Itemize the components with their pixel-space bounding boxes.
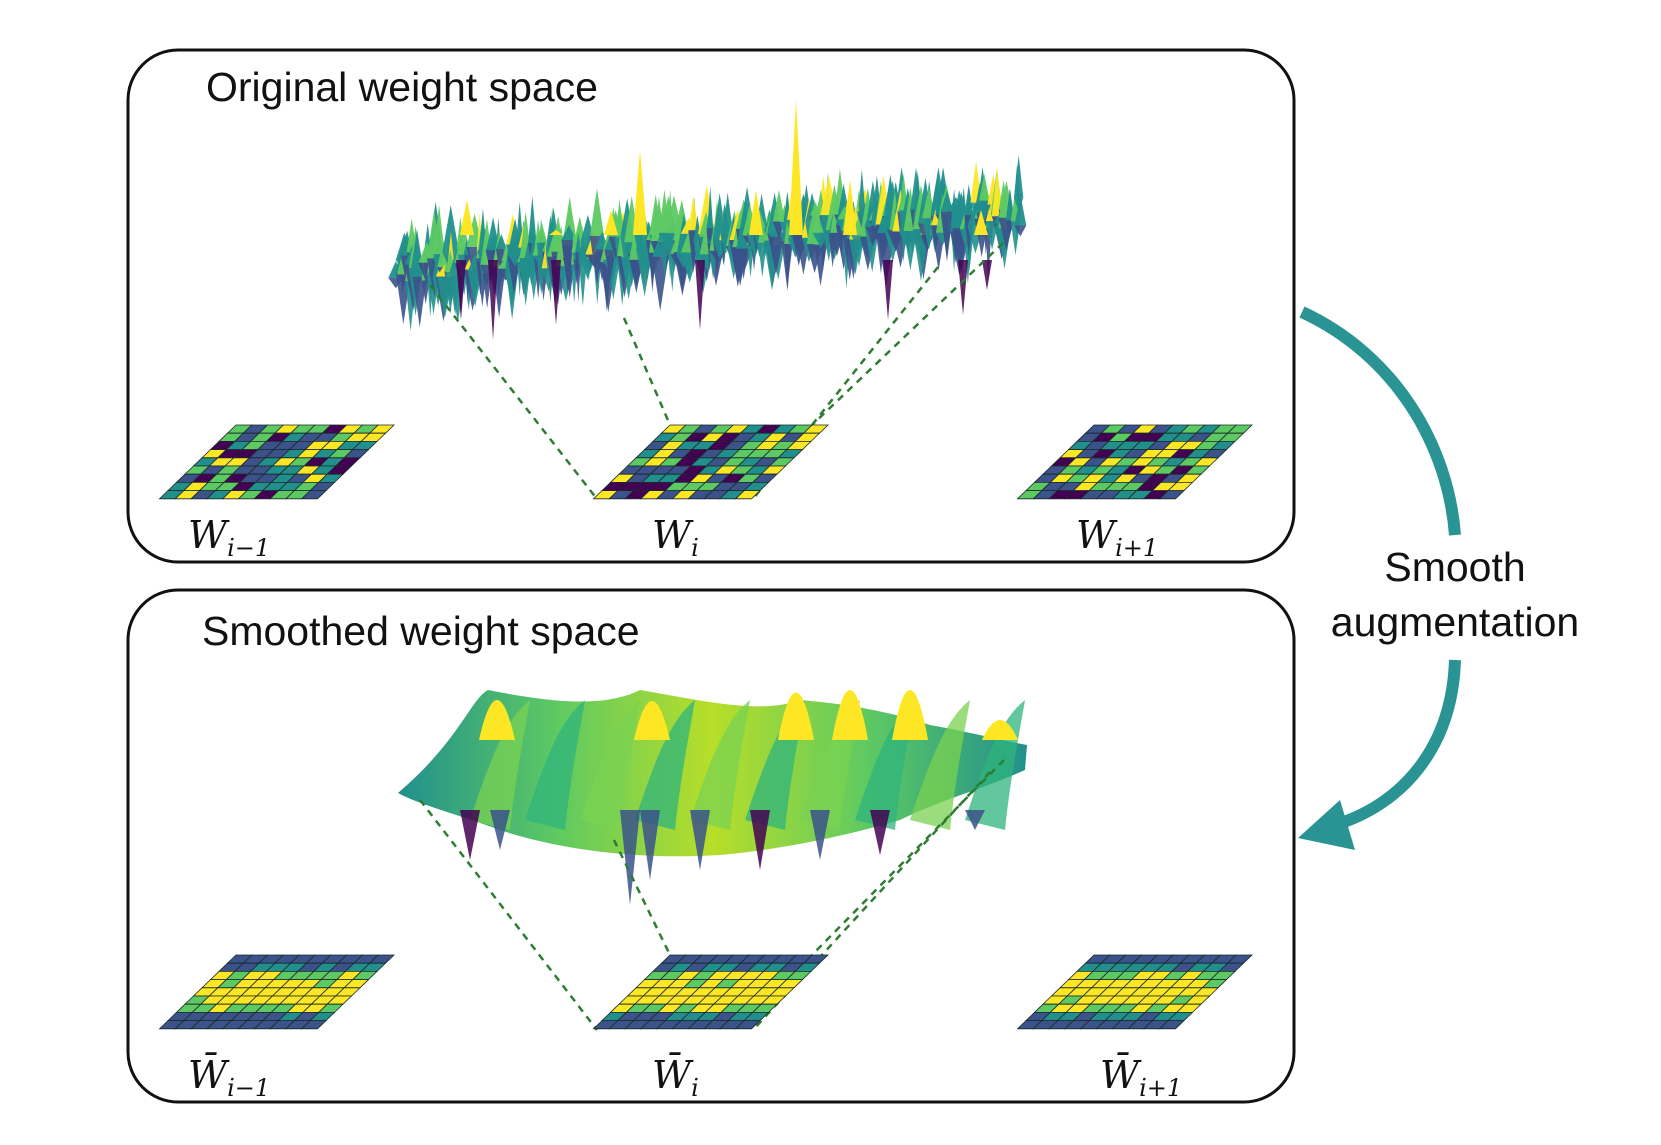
arrow-upper-arc <box>1299 306 1461 536</box>
weight-label: W̄i <box>652 1053 699 1102</box>
weight-label: W̄i−1 <box>188 1053 270 1102</box>
weight-label: Wi−1 <box>188 513 270 562</box>
arrow-head-icon <box>1298 800 1355 850</box>
weight-matrix-grid <box>592 424 829 500</box>
weight-surface-smooth <box>398 690 1027 905</box>
grid-cell <box>734 1020 761 1030</box>
weight-matrix-grid <box>1016 954 1253 1030</box>
original-weight-space-panel: Original weight space Wi−1 Wi Wi+1 <box>126 48 1296 564</box>
weight-matrix-grid <box>158 424 395 500</box>
weight-matrix-grid <box>1016 424 1253 500</box>
weight-label: Wi+1 <box>1076 513 1158 562</box>
weight-label: W̄i+1 <box>1100 1053 1182 1102</box>
smoothed-weight-space-panel: Smoothed weight space W̄i−1 W̄i W̄i+1 <box>126 588 1296 1104</box>
weight-label: Wi <box>652 513 699 562</box>
grid-cell <box>300 490 327 500</box>
smooth-augmentation-arrow: Smooth augmentation <box>1298 306 1579 850</box>
weight-matrix-grid <box>592 954 829 1030</box>
grid-cell <box>1158 1020 1185 1030</box>
arrow-label-line1: Smooth <box>1384 544 1525 590</box>
grid-cell <box>1158 490 1185 500</box>
weight-surface-rough <box>388 100 1027 340</box>
weight-matrix-grid <box>158 954 395 1030</box>
grid-cell <box>734 490 761 500</box>
arrow-lower-arc <box>1333 659 1461 831</box>
grid-cell <box>300 1020 327 1030</box>
panel-title: Smoothed weight space <box>202 608 640 654</box>
panel-title: Original weight space <box>206 64 598 110</box>
panel-border <box>126 48 1296 564</box>
arrow-label-line2: augmentation <box>1331 599 1579 645</box>
